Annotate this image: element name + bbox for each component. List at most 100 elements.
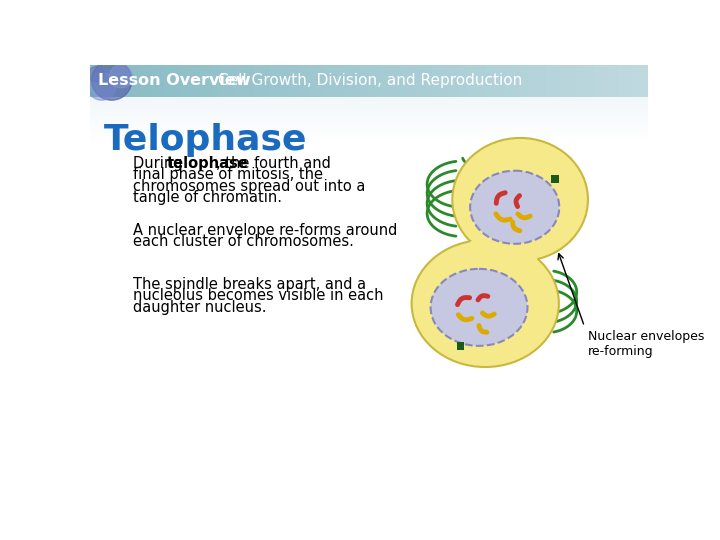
Bar — [90, 116, 648, 117]
Bar — [198, 65, 200, 97]
Bar — [148, 65, 150, 97]
Bar — [300, 65, 303, 97]
Bar — [593, 65, 595, 97]
Circle shape — [91, 60, 132, 100]
Bar — [405, 65, 407, 97]
Bar — [253, 65, 256, 97]
Bar — [427, 65, 429, 97]
Ellipse shape — [452, 138, 588, 261]
Bar — [274, 65, 276, 97]
Bar — [454, 65, 457, 97]
Bar — [110, 65, 113, 97]
Ellipse shape — [412, 240, 559, 367]
Bar — [577, 65, 580, 97]
Bar — [137, 65, 139, 97]
Bar — [479, 65, 482, 97]
Bar — [244, 65, 247, 97]
Bar — [351, 65, 353, 97]
Bar — [642, 65, 645, 97]
Bar — [631, 65, 634, 97]
Bar — [549, 65, 552, 97]
Bar — [302, 65, 305, 97]
Bar — [90, 105, 648, 106]
Bar — [172, 65, 174, 97]
Bar — [135, 65, 138, 97]
Bar — [607, 65, 610, 97]
Text: The spindle breaks apart, and a: The spindle breaks apart, and a — [132, 276, 366, 292]
Bar — [317, 65, 320, 97]
Bar — [291, 65, 294, 97]
Bar — [233, 65, 236, 97]
Bar — [226, 65, 228, 97]
Bar — [533, 65, 535, 97]
Bar — [575, 65, 578, 97]
Bar — [217, 65, 219, 97]
Bar — [501, 65, 504, 97]
Bar — [90, 120, 648, 121]
Bar — [392, 65, 394, 97]
Bar — [354, 65, 356, 97]
Bar — [285, 65, 288, 97]
Bar — [603, 65, 606, 97]
Bar — [453, 65, 455, 97]
Bar — [585, 65, 588, 97]
Bar — [189, 65, 192, 97]
Bar — [97, 65, 100, 97]
Bar — [96, 65, 98, 97]
Bar — [361, 65, 364, 97]
Bar — [613, 65, 616, 97]
Bar — [444, 65, 446, 97]
Bar — [332, 65, 334, 97]
Text: each cluster of chromosomes.: each cluster of chromosomes. — [132, 234, 354, 249]
Bar — [606, 65, 608, 97]
Bar — [287, 65, 289, 97]
Bar — [271, 65, 273, 97]
Bar — [486, 65, 489, 97]
Bar — [414, 65, 416, 97]
Bar — [641, 65, 643, 97]
Bar — [547, 65, 550, 97]
Bar — [231, 65, 234, 97]
Bar — [90, 138, 648, 139]
Bar — [531, 65, 534, 97]
Bar — [559, 65, 562, 97]
Bar — [588, 65, 591, 97]
Bar — [256, 65, 258, 97]
Bar — [259, 65, 262, 97]
Bar — [431, 65, 433, 97]
Bar — [412, 65, 415, 97]
Bar — [402, 65, 405, 97]
Bar — [265, 65, 267, 97]
Bar — [352, 65, 355, 97]
Bar — [240, 65, 243, 97]
Bar — [99, 65, 102, 97]
Bar — [118, 65, 120, 97]
Bar — [371, 65, 374, 97]
Bar — [620, 65, 623, 97]
Bar — [469, 65, 472, 97]
Bar — [324, 65, 327, 97]
Ellipse shape — [470, 171, 559, 244]
Bar — [521, 65, 524, 97]
Bar — [601, 65, 604, 97]
Text: final phase of mitosis, the: final phase of mitosis, the — [132, 167, 323, 182]
Bar — [179, 65, 182, 97]
Bar — [492, 65, 495, 97]
Bar — [278, 65, 281, 97]
Bar — [258, 65, 260, 97]
Bar — [399, 65, 401, 97]
Bar — [250, 65, 253, 97]
Bar — [529, 65, 531, 97]
Bar — [526, 65, 528, 97]
Bar — [574, 65, 576, 97]
Bar — [598, 65, 600, 97]
Bar — [140, 65, 143, 97]
Bar — [142, 65, 145, 97]
Bar — [546, 65, 549, 97]
Bar — [192, 65, 195, 97]
Bar — [129, 65, 132, 97]
Bar — [207, 65, 210, 97]
Bar — [157, 65, 160, 97]
Bar — [103, 65, 106, 97]
Bar — [145, 65, 148, 97]
